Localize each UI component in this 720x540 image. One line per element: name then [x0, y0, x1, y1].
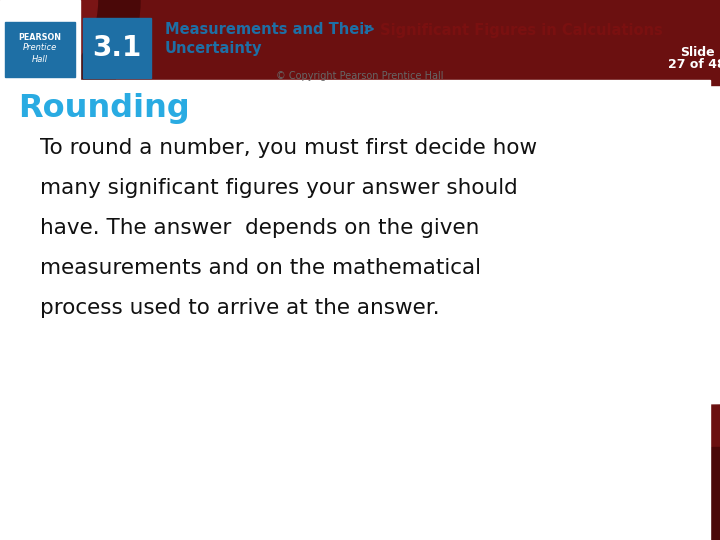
Bar — [83, 18, 151, 78]
Text: Hall: Hall — [32, 55, 48, 64]
Text: Slide: Slide — [680, 45, 714, 58]
Text: © Copyright Pearson Prentice Hall: © Copyright Pearson Prentice Hall — [276, 71, 444, 81]
Ellipse shape — [0, 0, 140, 140]
Text: many significant figures your answer should: many significant figures your answer sho… — [40, 178, 518, 198]
Ellipse shape — [575, 448, 720, 540]
Bar — [0, 0, 80, 85]
Ellipse shape — [0, 0, 35, 325]
Text: 3.1: 3.1 — [92, 34, 142, 62]
Text: >: > — [362, 23, 374, 37]
Text: process used to arrive at the answer.: process used to arrive at the answer. — [40, 298, 440, 318]
Text: Uncertainty: Uncertainty — [165, 40, 263, 56]
Text: 27 of 48: 27 of 48 — [668, 57, 720, 71]
Text: PEARSON: PEARSON — [19, 33, 61, 43]
Bar — [5, 22, 75, 77]
Bar — [0, 80, 710, 540]
Bar — [0, 0, 720, 85]
Ellipse shape — [510, 405, 720, 540]
Text: To round a number, you must first decide how: To round a number, you must first decide… — [40, 138, 537, 158]
Text: Rounding: Rounding — [18, 92, 190, 124]
Text: have. The answer  depends on the given: have. The answer depends on the given — [40, 218, 480, 238]
Text: Prentice: Prentice — [23, 44, 57, 52]
Text: measurements and on the mathematical: measurements and on the mathematical — [40, 258, 481, 278]
Text: Measurements and Their: Measurements and Their — [165, 23, 377, 37]
Text: Significant Figures in Calculations: Significant Figures in Calculations — [375, 23, 662, 37]
Ellipse shape — [0, 0, 97, 98]
